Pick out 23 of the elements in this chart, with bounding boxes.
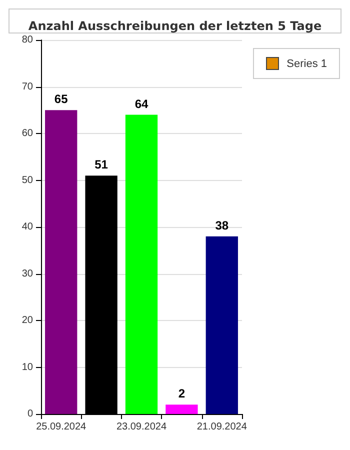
y-tick-label: 60 — [22, 128, 34, 139]
y-tick-label: 40 — [22, 222, 34, 232]
y-tick-label: 10 — [22, 362, 34, 373]
x-tick-label: 23.09.2024 — [116, 422, 167, 432]
chart-title: Anzahl Ausschreibungen der letzten 5 Tage — [28, 19, 322, 33]
bar — [45, 110, 78, 414]
bar — [206, 236, 238, 414]
y-tick-label: 50 — [22, 174, 34, 186]
data-label: 51 — [94, 158, 108, 172]
y-tick-label: 0 — [27, 408, 34, 420]
data-label: 64 — [134, 96, 148, 111]
x-tick-label: 21.09.2024 — [196, 422, 248, 432]
y-tick-label: 70 — [22, 81, 34, 92]
y-tick-label: 80 — [22, 34, 34, 46]
y-tick-label: 20 — [22, 315, 34, 326]
data-label: 38 — [215, 218, 229, 232]
data-label: 2 — [178, 386, 186, 401]
bar — [166, 404, 198, 414]
x-tick-label: 25.09.2024 — [36, 422, 87, 432]
text: Series 1 — [286, 58, 327, 70]
data-label: 65 — [54, 92, 68, 106]
bar — [125, 114, 158, 414]
y-tick-label: 30 — [22, 268, 34, 280]
